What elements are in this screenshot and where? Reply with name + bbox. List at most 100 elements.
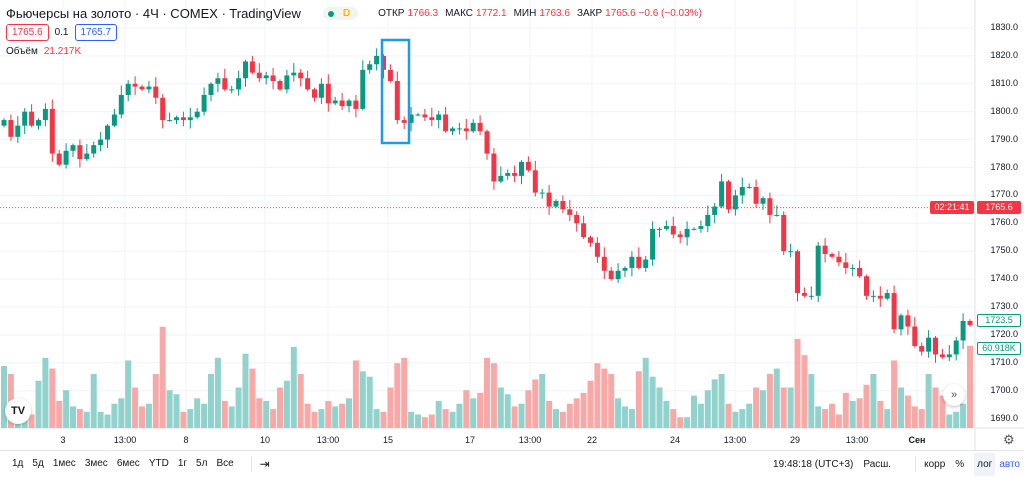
candle-body [249, 61, 255, 73]
candle-body [657, 228, 662, 230]
range-1m[interactable]: 1мес [52, 458, 76, 469]
auto-scale-button[interactable]: авто [999, 458, 1020, 470]
bid-ask: 1765.6 0.1 1765.7 [6, 24, 118, 41]
volume-bar [401, 357, 408, 428]
candle-body [229, 89, 235, 91]
volume-bar [525, 390, 532, 428]
volume-bar [801, 355, 808, 428]
volume-bar [642, 357, 649, 428]
price-tick: 1710.0 [990, 356, 1018, 367]
volume-bar [449, 411, 456, 428]
candle-body [236, 78, 242, 90]
volume-label[interactable]: Объём [6, 46, 38, 57]
volume-bar [111, 403, 118, 428]
candle-body [270, 75, 276, 82]
volume-bar [863, 384, 870, 428]
percent-button[interactable]: % [955, 458, 965, 470]
price-tick: 1720.0 [990, 328, 1018, 339]
candle-body [98, 139, 104, 146]
candle-body [484, 131, 490, 154]
volume-bar [28, 414, 35, 428]
volume-bar [35, 380, 42, 428]
volume-bar [635, 371, 642, 428]
volume-bar [366, 376, 373, 428]
volume-bar [435, 401, 442, 428]
buy-button[interactable]: 1765.7 [74, 24, 118, 41]
candle-body [298, 72, 304, 79]
volume-bar [580, 392, 587, 428]
adjust-button[interactable]: корр [924, 458, 946, 470]
candle-body [394, 81, 400, 121]
candle-body [801, 293, 807, 296]
volume-bar [332, 406, 339, 428]
volume-bar [152, 374, 159, 428]
candle-body [194, 111, 200, 118]
volume-bar [470, 398, 477, 428]
candle-body [781, 214, 787, 252]
volume-bar [932, 387, 939, 428]
candle-body [684, 228, 690, 238]
time-tick: 29 [789, 435, 801, 445]
highlight-box [380, 38, 411, 145]
candle-body [305, 78, 311, 90]
tradingview-logo[interactable]: TV [5, 398, 31, 424]
price-tick: 1750.0 [990, 245, 1018, 256]
volume-bar [194, 398, 201, 428]
volume-bar [201, 403, 208, 428]
range-5d[interactable]: 5д [32, 458, 44, 469]
volume-bar [546, 401, 553, 428]
candle-body [180, 117, 186, 121]
clock[interactable]: 19:48:18 (UTC+3) [773, 458, 854, 470]
range-5y[interactable]: 5л [196, 458, 208, 469]
price-tick: 1760.0 [990, 217, 1018, 228]
volume-bar [967, 345, 973, 428]
sell-button[interactable]: 1765.6 [6, 24, 49, 41]
candle-body [201, 94, 207, 112]
volume-bar [766, 374, 773, 428]
volume-bar [829, 403, 835, 428]
extended-hours-button[interactable]: Расш. [863, 458, 892, 470]
market-status-badge[interactable]: D [322, 7, 359, 20]
volume-bar [539, 374, 546, 428]
candle-body [774, 214, 780, 216]
volume-bar [704, 390, 711, 428]
candle-body [139, 86, 145, 90]
volume-bar [559, 411, 566, 428]
candle-body [256, 72, 262, 79]
time-tick: 17 [464, 435, 476, 445]
range-1y[interactable]: 1г [177, 458, 188, 469]
candle-body [70, 145, 76, 151]
candle-body [877, 295, 883, 299]
range-ytd[interactable]: YTD [148, 458, 169, 469]
candle-body [243, 61, 248, 79]
candle-body [167, 120, 173, 122]
candle-body [567, 209, 573, 215]
last-price-label: 1723.5 [977, 314, 1021, 327]
settings-gear-icon[interactable]: ⚙ [1003, 432, 1015, 447]
range-all[interactable]: Все [216, 458, 234, 469]
range-6m[interactable]: 6мес [116, 458, 140, 469]
candle-body [843, 262, 849, 268]
candle-body [836, 256, 842, 263]
time-tick: 3 [60, 435, 66, 445]
candle-body [456, 128, 462, 130]
range-1d[interactable]: 1д [12, 458, 24, 469]
candle-body [760, 198, 766, 204]
candle-body [387, 69, 393, 82]
goto-date-icon[interactable]: ⇥ [259, 456, 270, 471]
volume-bar [946, 414, 953, 428]
candle-body [415, 114, 421, 116]
range-3m[interactable]: 3мес [84, 458, 108, 469]
log-button[interactable]: лог [974, 452, 996, 476]
candle-body [753, 187, 759, 204]
price-tick: 1700.0 [990, 384, 1018, 395]
symbol-title[interactable]: Фьючерсы на золото · 4Ч · COMEX · Tradin… [6, 6, 301, 21]
volume-bar [159, 326, 166, 428]
volume-bar [911, 406, 918, 428]
volume-bar [484, 357, 490, 428]
last-volume-label: 60.918K [977, 342, 1021, 355]
volume-bar [677, 417, 684, 428]
volume-bar [139, 406, 145, 428]
candlestick-chart[interactable] [0, 0, 1024, 450]
scroll-to-realtime-button[interactable]: » [943, 384, 965, 406]
